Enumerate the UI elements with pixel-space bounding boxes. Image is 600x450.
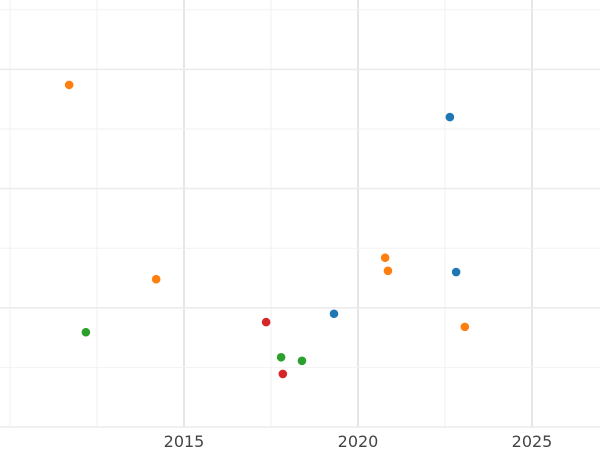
data-point [460, 322, 470, 332]
x-tick-label: 2025 [512, 432, 553, 450]
x-tick-label: 2020 [338, 432, 379, 450]
data-point [451, 267, 461, 277]
data-point [278, 369, 288, 379]
data-point [64, 80, 74, 90]
data-point [151, 274, 161, 284]
data-points [64, 80, 470, 379]
data-point [261, 317, 271, 327]
x-tick-label: 2015 [164, 432, 205, 450]
data-point [329, 309, 339, 319]
data-point [276, 352, 286, 362]
data-point [380, 253, 390, 263]
data-point [445, 112, 455, 122]
data-point [81, 327, 91, 337]
data-point [297, 356, 307, 366]
data-point [383, 266, 393, 276]
grid [0, 0, 600, 428]
x-axis-ticks: 2015 2020 2025 [164, 432, 553, 450]
